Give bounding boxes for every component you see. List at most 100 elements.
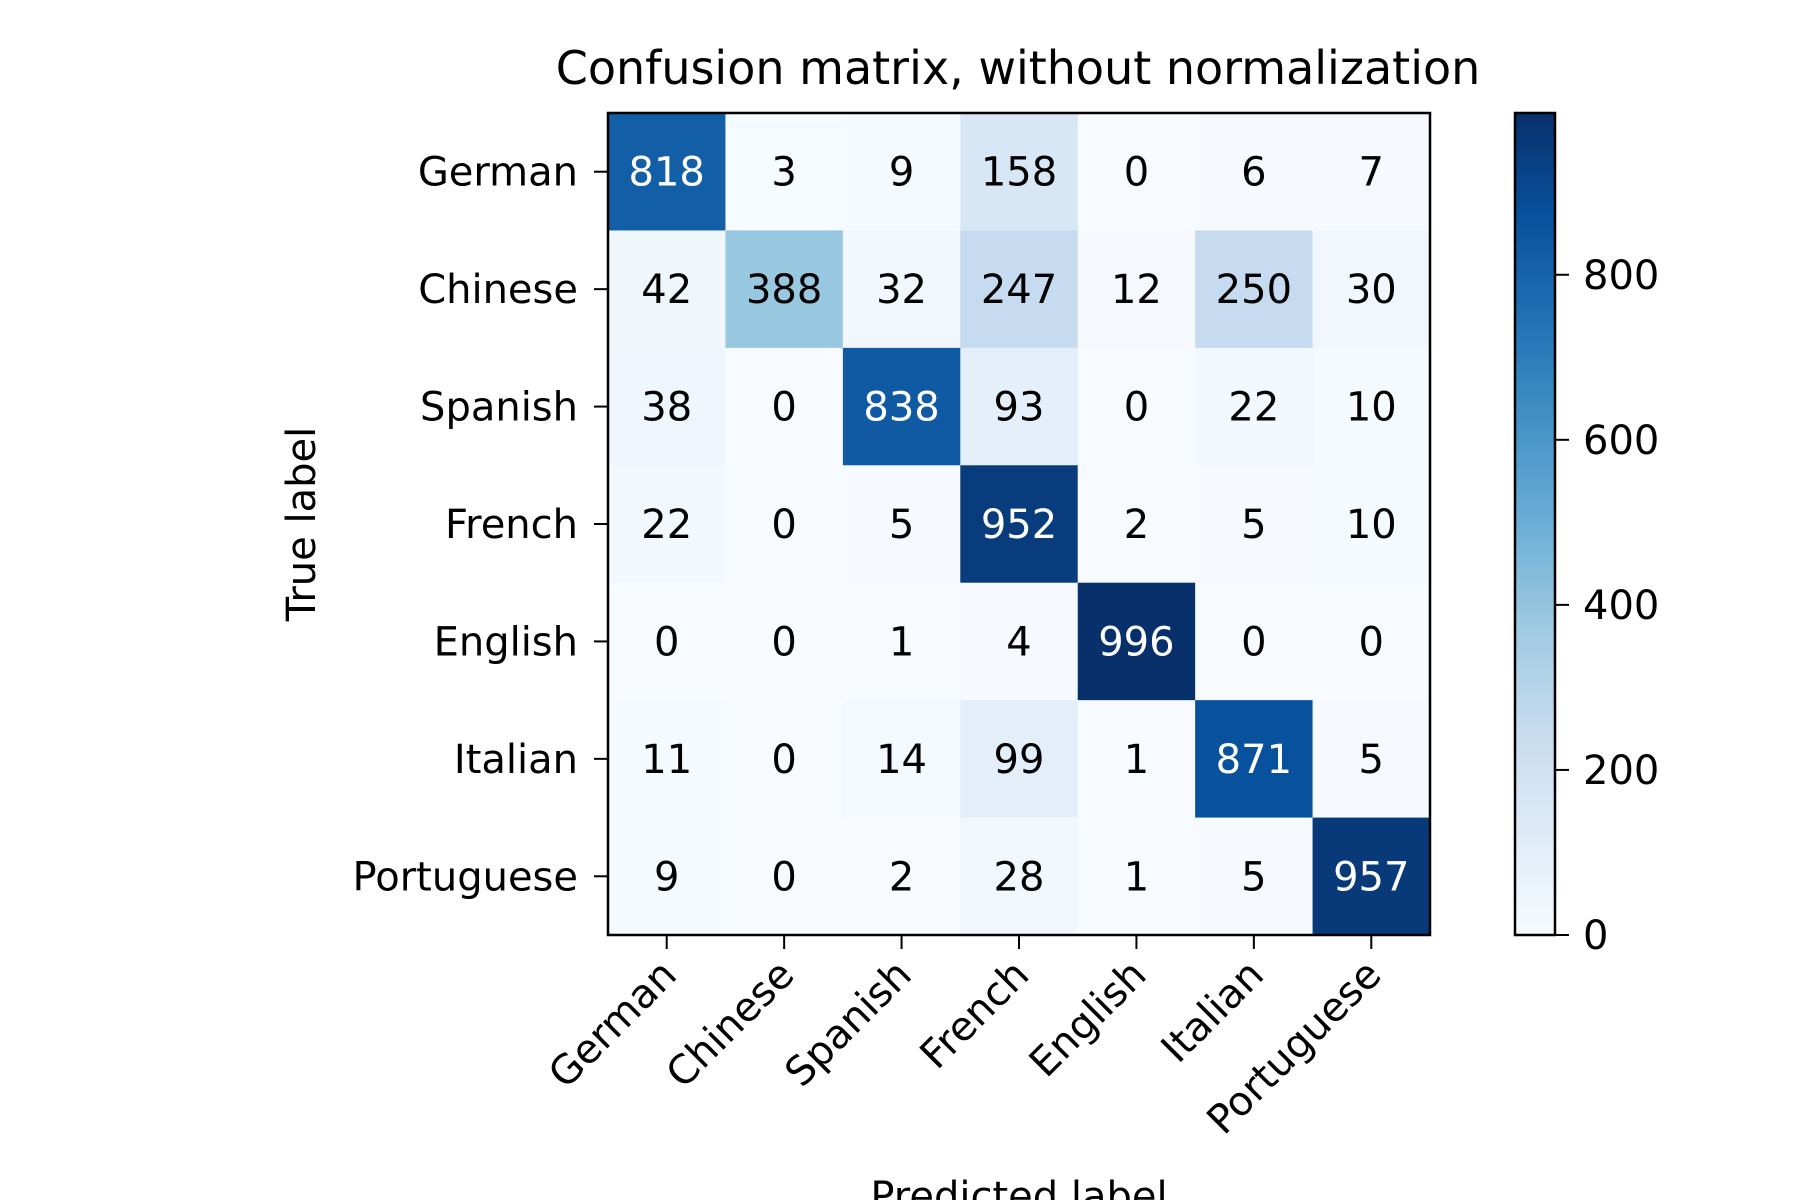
heatmap-cell [1077, 113, 1196, 232]
cell-value-label: 42 [641, 267, 692, 313]
cell-value-label: 28 [994, 854, 1045, 900]
cell-value-label: 22 [641, 502, 692, 548]
x-tick-label: English [1021, 952, 1156, 1087]
cell-value-label: 0 [1124, 385, 1149, 431]
cell-value-label: 158 [981, 150, 1057, 196]
heatmap-cell [1312, 700, 1431, 819]
heatmap-cell [1077, 700, 1196, 819]
cell-value-label: 2 [889, 854, 914, 900]
x-tick-label: German [540, 952, 686, 1098]
cell-value-label: 838 [863, 385, 939, 431]
cell-value-label: 247 [981, 267, 1057, 313]
heatmap-cell [608, 700, 727, 819]
heatmap-cell [960, 817, 1079, 936]
heatmap-cell [725, 817, 844, 936]
cell-value-label: 0 [1359, 619, 1384, 665]
y-tick-label: Chinese [418, 267, 578, 313]
cell-value-label: 1 [1124, 854, 1149, 900]
heatmap-cell [608, 817, 727, 936]
heatmap-cell [1077, 817, 1196, 936]
y-axis-ticks: German Chinese Spanish French English Italian… [353, 150, 608, 900]
x-tick-label: Chinese [658, 952, 804, 1098]
heatmap-cell [1312, 465, 1431, 584]
heatmap-cell [842, 465, 961, 584]
cell-value-label: 1 [889, 619, 914, 665]
heatmap-cell [725, 700, 844, 819]
heatmap-cell [725, 582, 844, 701]
cell-value-label: 22 [1228, 385, 1279, 431]
cell-value-label: 0 [654, 619, 679, 665]
heatmap-cell [842, 582, 961, 701]
cell-value-label: 14 [876, 737, 927, 783]
heatmap-cell [842, 700, 961, 819]
x-axis-ticks: GermanChineseSpanishFrenchEnglishItalian… [540, 935, 1390, 1143]
cell-value-label: 0 [771, 854, 796, 900]
heatmap-cells [608, 113, 1431, 936]
cell-value-label: 99 [994, 737, 1045, 783]
heatmap-cell [1312, 230, 1431, 349]
colorbar-ticks: 0 200 400 600 800 [1555, 253, 1659, 959]
cell-value-label: 5 [1359, 737, 1384, 783]
heatmap-cell [608, 582, 727, 701]
cell-value-label: 6 [1241, 150, 1266, 196]
y-tick-label: French [445, 502, 578, 548]
y-axis-label: True label [279, 427, 325, 622]
colorbar-tick-label: 600 [1583, 418, 1659, 464]
cell-value-label: 2 [1124, 502, 1149, 548]
cell-value-label: 11 [641, 737, 692, 783]
heatmap-cell [608, 465, 727, 584]
heatmap-cell [608, 230, 727, 349]
heatmap-cell [960, 347, 1079, 466]
cell-value-label: 0 [1241, 619, 1266, 665]
y-tick-label: Spanish [420, 385, 578, 431]
x-tick-label: Spanish [776, 952, 920, 1096]
cell-value-label: 952 [981, 502, 1057, 548]
y-tick-label: English [434, 619, 578, 665]
heatmap-cell [1312, 817, 1431, 936]
heatmap-cell [1195, 230, 1314, 349]
heatmap-cell [725, 347, 844, 466]
heatmap-cell [842, 347, 961, 466]
heatmap-cell [1312, 113, 1431, 232]
heatmap-cell [1195, 465, 1314, 584]
cell-value-label: 0 [771, 502, 796, 548]
heatmap-cell [1312, 582, 1431, 701]
heatmap-cell [1077, 230, 1196, 349]
chart-title: Confusion matrix, without normalization [556, 41, 1481, 95]
heatmap-cell [725, 230, 844, 349]
heatmap-cell [1195, 347, 1314, 466]
colorbar-tick-label: 0 [1583, 913, 1608, 959]
cell-value-label: 9 [654, 854, 679, 900]
heatmap-cell [1312, 347, 1431, 466]
cell-value-label: 32 [876, 267, 927, 313]
colorbar-tick-label: 200 [1583, 748, 1659, 794]
heatmap-cell [1077, 582, 1196, 701]
cell-value-label: 250 [1216, 267, 1292, 313]
heatmap-cell [608, 113, 727, 232]
y-tick-label: Italian [454, 737, 578, 783]
cell-value-label: 871 [1216, 737, 1292, 783]
colorbar-tick-label: 800 [1583, 253, 1659, 299]
heatmap-cell [725, 465, 844, 584]
cell-value-label: 9 [889, 150, 914, 196]
heatmap-cell [608, 347, 727, 466]
heatmap-cell [960, 582, 1079, 701]
cell-value-label: 5 [1241, 502, 1266, 548]
heatmap-cell [842, 113, 961, 232]
heatmap-cell [1195, 817, 1314, 936]
cell-value-label: 4 [1006, 619, 1031, 665]
cell-value-label: 38 [641, 385, 692, 431]
cell-value-label: 996 [1098, 619, 1174, 665]
cell-value-label: 0 [771, 619, 796, 665]
x-tick-label: French [912, 952, 1039, 1079]
heatmap-cell [842, 817, 961, 936]
cell-value-label: 957 [1333, 854, 1409, 900]
heatmap-cell [960, 230, 1079, 349]
cell-value-label: 5 [889, 502, 914, 548]
cell-value-label: 818 [629, 150, 705, 196]
cell-value-label: 10 [1346, 502, 1397, 548]
cell-value-label: 12 [1111, 267, 1162, 313]
cell-value-label: 3 [771, 150, 796, 196]
